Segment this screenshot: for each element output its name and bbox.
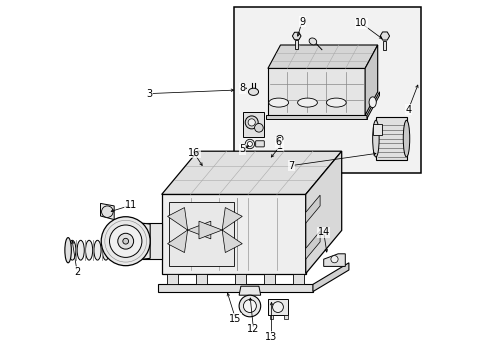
Text: 8: 8: [239, 83, 245, 93]
Ellipse shape: [325, 98, 346, 107]
Polygon shape: [242, 112, 264, 137]
Ellipse shape: [248, 88, 258, 95]
Ellipse shape: [65, 238, 71, 263]
Ellipse shape: [69, 240, 76, 260]
Text: 7: 7: [287, 161, 294, 171]
Polygon shape: [375, 117, 406, 160]
Polygon shape: [383, 41, 386, 50]
Polygon shape: [366, 92, 379, 119]
Polygon shape: [267, 45, 377, 68]
Circle shape: [122, 238, 128, 244]
Polygon shape: [284, 315, 287, 319]
Circle shape: [276, 135, 283, 142]
Polygon shape: [168, 202, 233, 266]
Ellipse shape: [372, 120, 378, 157]
Ellipse shape: [110, 240, 118, 260]
Text: 13: 13: [265, 332, 277, 342]
Polygon shape: [380, 32, 389, 40]
Polygon shape: [264, 274, 275, 284]
Ellipse shape: [77, 240, 84, 260]
FancyBboxPatch shape: [115, 238, 125, 262]
Text: 6: 6: [275, 137, 281, 147]
Polygon shape: [167, 274, 178, 284]
Circle shape: [102, 206, 113, 217]
Polygon shape: [101, 203, 114, 220]
Circle shape: [239, 295, 260, 317]
Polygon shape: [267, 68, 365, 115]
Polygon shape: [142, 223, 150, 259]
Polygon shape: [199, 221, 222, 239]
Text: 10: 10: [355, 18, 367, 28]
Ellipse shape: [403, 120, 409, 157]
Polygon shape: [162, 151, 341, 194]
Polygon shape: [239, 286, 260, 295]
Ellipse shape: [268, 98, 288, 107]
Ellipse shape: [102, 240, 109, 260]
Polygon shape: [167, 230, 187, 253]
Polygon shape: [142, 223, 162, 259]
Polygon shape: [265, 115, 366, 119]
Polygon shape: [312, 263, 348, 292]
Text: 11: 11: [125, 200, 137, 210]
Polygon shape: [162, 194, 305, 274]
Circle shape: [330, 256, 337, 263]
Ellipse shape: [368, 97, 375, 108]
Ellipse shape: [94, 240, 101, 260]
Text: 15: 15: [229, 314, 241, 324]
Circle shape: [109, 225, 142, 257]
Circle shape: [101, 217, 150, 266]
Text: 12: 12: [247, 324, 259, 334]
Circle shape: [243, 300, 256, 312]
Text: 2: 2: [74, 267, 80, 277]
Text: 4: 4: [405, 105, 410, 115]
Polygon shape: [269, 315, 273, 319]
Text: 1: 1: [277, 141, 283, 151]
Text: 5: 5: [239, 144, 245, 154]
Text: 14: 14: [317, 227, 329, 237]
Polygon shape: [305, 151, 341, 274]
Circle shape: [254, 123, 263, 132]
Circle shape: [244, 139, 254, 149]
Polygon shape: [222, 207, 242, 230]
Polygon shape: [222, 230, 242, 253]
Circle shape: [247, 119, 255, 126]
FancyBboxPatch shape: [255, 141, 264, 147]
Circle shape: [247, 141, 252, 147]
Ellipse shape: [297, 98, 317, 107]
Polygon shape: [235, 274, 246, 284]
Polygon shape: [292, 32, 301, 40]
Polygon shape: [292, 274, 303, 284]
Circle shape: [118, 233, 133, 249]
Text: 16: 16: [187, 148, 200, 158]
Ellipse shape: [85, 240, 93, 260]
FancyBboxPatch shape: [372, 124, 382, 135]
Polygon shape: [187, 221, 210, 239]
Polygon shape: [305, 231, 320, 259]
Circle shape: [244, 116, 258, 129]
Text: 3: 3: [146, 89, 152, 99]
Polygon shape: [295, 40, 298, 49]
Polygon shape: [365, 45, 377, 115]
Polygon shape: [196, 274, 206, 284]
Polygon shape: [167, 207, 187, 230]
FancyBboxPatch shape: [233, 7, 420, 173]
Ellipse shape: [308, 38, 316, 45]
Polygon shape: [158, 284, 312, 292]
Circle shape: [272, 302, 283, 312]
Polygon shape: [267, 299, 287, 315]
Polygon shape: [323, 254, 345, 266]
Text: 9: 9: [299, 17, 305, 27]
Polygon shape: [305, 195, 320, 223]
